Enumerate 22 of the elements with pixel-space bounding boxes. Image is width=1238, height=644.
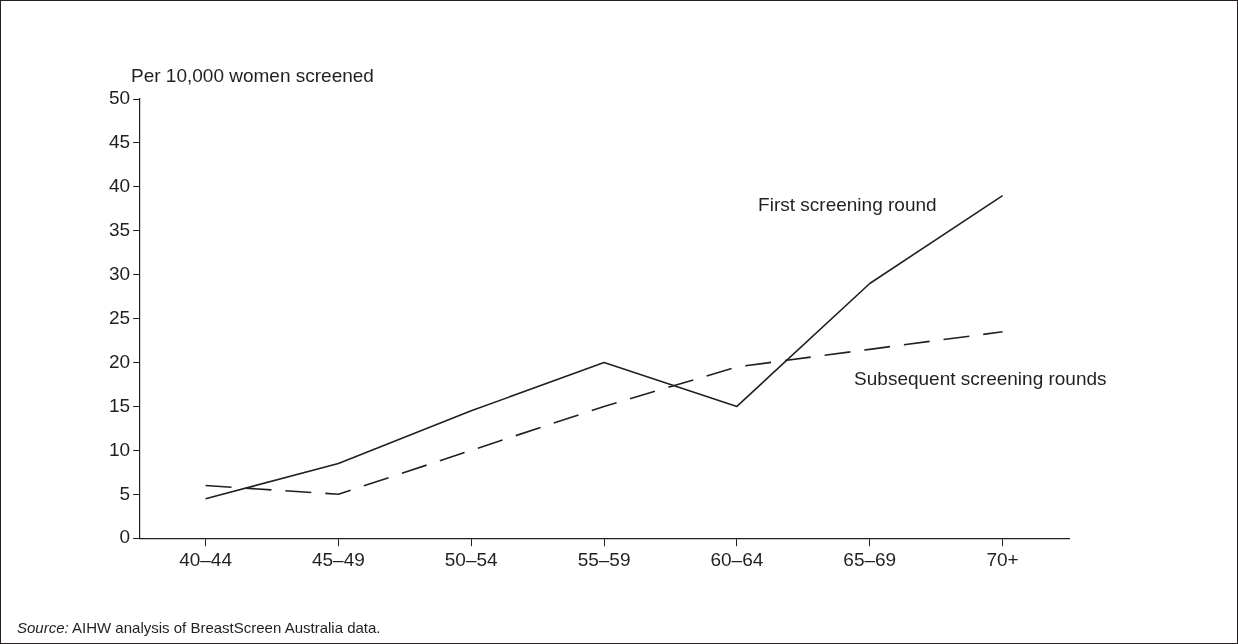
y-tick-label: 45 — [108, 131, 131, 153]
y-tick-label: 40 — [108, 175, 131, 197]
y-tick-label: 15 — [108, 394, 131, 416]
x-tick-label: 45–49 — [311, 548, 365, 570]
x-tick-label: 60–64 — [710, 548, 764, 570]
y-tick-label: 50 — [108, 87, 131, 109]
y-tick-label: 25 — [108, 306, 131, 328]
x-tick-label: 40–44 — [179, 548, 233, 570]
y-tick-label: 5 — [119, 482, 131, 504]
y-tick-label: 10 — [108, 438, 131, 460]
x-tick-label: 50–54 — [444, 548, 499, 570]
y-tick-label: 30 — [108, 262, 131, 284]
y-axis-title: Per 10,000 women screened — [131, 65, 374, 87]
y-tick-label: 35 — [108, 218, 131, 240]
series-label: Subsequent screening rounds — [854, 368, 1107, 390]
series-label: First screening round — [758, 193, 937, 215]
source-note: Source: AIHW analysis of BreastScreen Australia data. — [17, 619, 381, 636]
x-tick-label: 70+ — [986, 548, 1019, 570]
y-tick-label: 20 — [108, 350, 131, 372]
y-tick-label: 0 — [119, 526, 131, 548]
x-tick-label: 55–59 — [577, 548, 631, 570]
x-tick-label: 65–69 — [843, 548, 897, 570]
